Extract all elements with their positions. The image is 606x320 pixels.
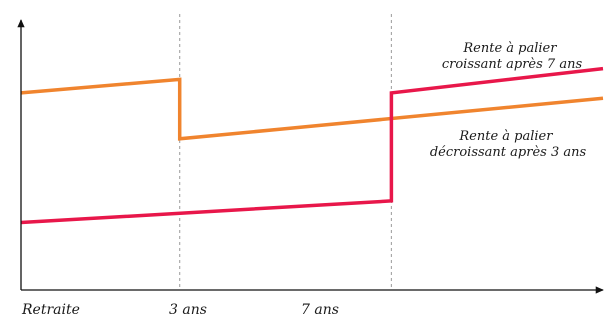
series-label-croissant: Rente à palier croissant après 7 ans <box>442 41 583 72</box>
series-labels: Rente à palier croissant après 7 ans Ren… <box>430 41 587 160</box>
x-tick-labels: Retraite 3 ans 7 ans <box>21 302 339 318</box>
tick-label-3-ans: 3 ans <box>169 302 207 318</box>
series-line-1 <box>20 66 604 225</box>
tick-label-7-ans: 7 ans <box>301 302 339 318</box>
series-label-croissant-line1: Rente à palier <box>462 41 557 56</box>
series-label-croissant-line2: croissant après 7 ans <box>442 57 583 72</box>
series-label-decroissant-line1: Rente à palier <box>458 129 553 144</box>
series-label-decroissant: Rente à palier décroissant après 3 ans <box>430 129 587 160</box>
series-lines <box>20 66 604 225</box>
tick-label-retraite: Retraite <box>21 302 80 318</box>
series-label-decroissant-line2: décroissant après 3 ans <box>430 145 587 160</box>
reference-lines <box>179 14 392 290</box>
